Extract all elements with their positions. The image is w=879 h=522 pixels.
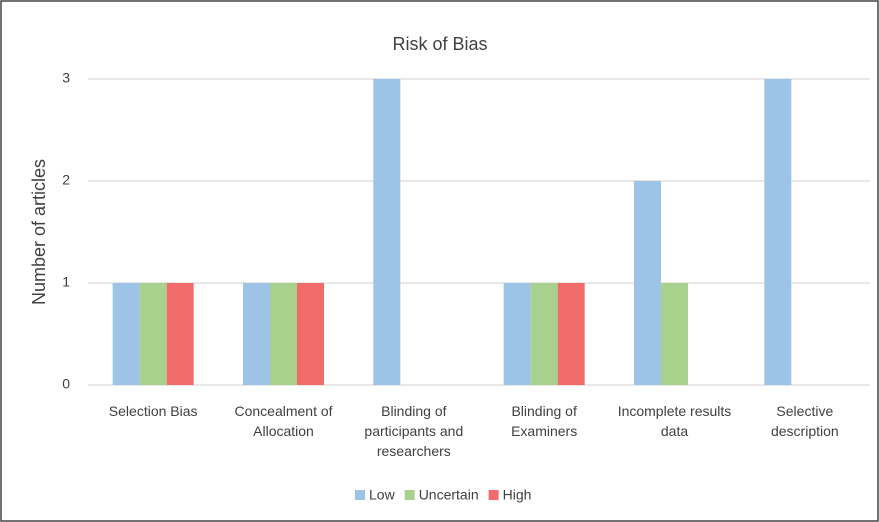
bar xyxy=(503,283,531,385)
legend-swatch xyxy=(355,490,365,500)
y-tick-label: 0 xyxy=(62,376,70,392)
x-tick-label: Selection Bias xyxy=(108,403,198,419)
legend-label: High xyxy=(503,487,532,503)
bar xyxy=(139,283,167,385)
x-tick-label: Blinding of participants and researchers xyxy=(364,403,464,459)
x-tick-label: Blinding of Examiners xyxy=(511,403,578,439)
x-tick-label: Incomplete results data xyxy=(617,403,732,439)
chart-title: Risk of Bias xyxy=(392,34,487,54)
bar xyxy=(373,79,401,385)
x-tick-label: Selective description xyxy=(770,403,839,439)
bar xyxy=(297,283,324,385)
bar xyxy=(112,283,140,385)
bar xyxy=(270,283,297,385)
bar xyxy=(661,283,688,385)
bar xyxy=(243,283,270,385)
y-axis-label: Number of articles xyxy=(29,159,49,305)
legend-swatch xyxy=(404,490,415,500)
legend-label: Low xyxy=(369,487,396,503)
y-tick-label: 1 xyxy=(62,274,70,290)
bar xyxy=(557,283,585,385)
bar xyxy=(764,79,792,385)
bar xyxy=(530,283,558,385)
bar xyxy=(166,283,194,385)
y-tick-label: 2 xyxy=(62,172,70,188)
y-tick-label: 3 xyxy=(62,70,70,86)
bar xyxy=(634,181,661,385)
x-tick-label: Concealment of Allocation xyxy=(234,403,333,439)
legend-swatch xyxy=(488,490,499,500)
legend-label: Uncertain xyxy=(419,487,479,503)
